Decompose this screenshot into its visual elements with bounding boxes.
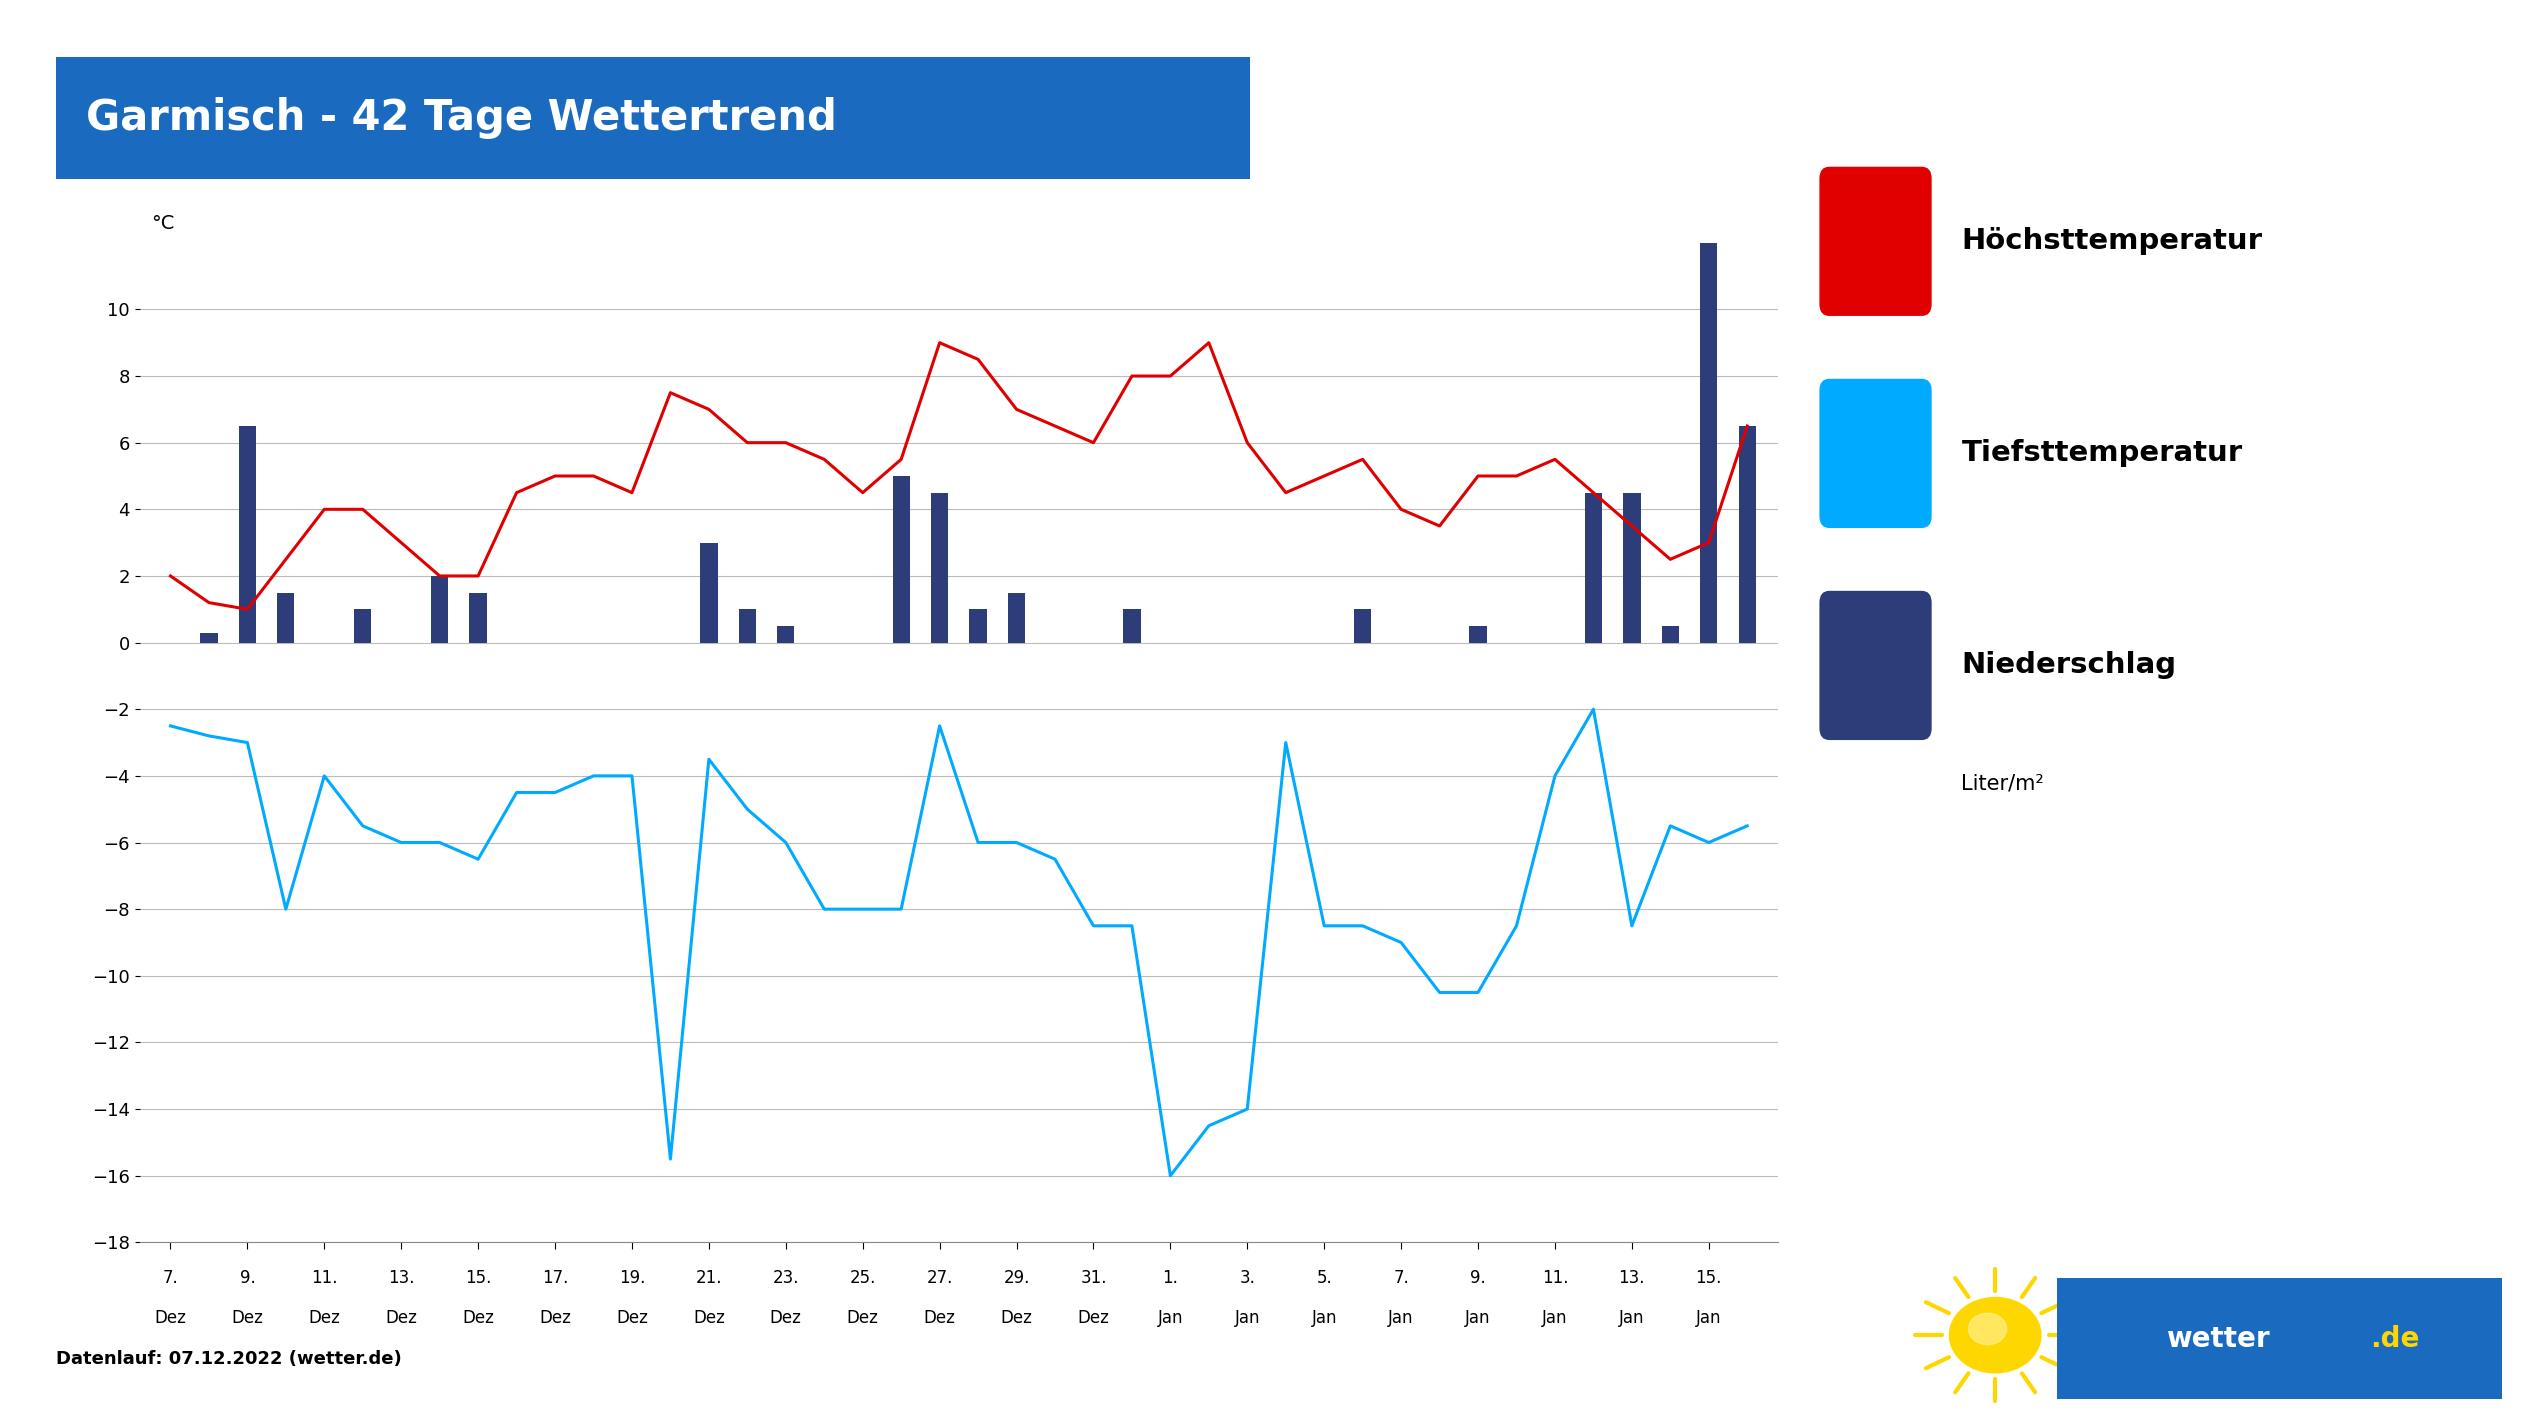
- Text: Jan: Jan: [1311, 1309, 1336, 1327]
- Text: Dez: Dez: [925, 1309, 955, 1327]
- Bar: [1699, 0, 1717, 643]
- Bar: [932, 493, 947, 643]
- Text: 7.: 7.: [1394, 1269, 1410, 1287]
- Text: Jan: Jan: [1389, 1309, 1415, 1327]
- Bar: [353, 610, 371, 643]
- Bar: [432, 575, 450, 643]
- Text: 17.: 17.: [541, 1269, 569, 1287]
- Text: Dez: Dez: [1077, 1309, 1110, 1327]
- Bar: [201, 633, 218, 643]
- Text: 27.: 27.: [927, 1269, 952, 1287]
- FancyBboxPatch shape: [1819, 167, 1930, 316]
- Bar: [701, 543, 716, 643]
- Text: 9.: 9.: [1471, 1269, 1486, 1287]
- Text: Datenlauf: 07.12.2022 (wetter.de): Datenlauf: 07.12.2022 (wetter.de): [56, 1349, 401, 1368]
- Bar: [470, 593, 488, 643]
- Text: 11.: 11.: [1542, 1269, 1567, 1287]
- FancyBboxPatch shape: [8, 53, 1298, 183]
- Bar: [277, 593, 295, 643]
- Text: Tiefsttemperatur: Tiefsttemperatur: [1961, 440, 2243, 467]
- Text: 23.: 23.: [772, 1269, 800, 1287]
- Text: Jan: Jan: [1158, 1309, 1184, 1327]
- Bar: [777, 625, 795, 643]
- Text: Dez: Dez: [462, 1309, 495, 1327]
- Text: Jan: Jan: [1618, 1309, 1643, 1327]
- Bar: [1737, 426, 1755, 643]
- Text: 19.: 19.: [620, 1269, 645, 1287]
- Text: 1.: 1.: [1163, 1269, 1179, 1287]
- Text: 7.: 7.: [163, 1269, 178, 1287]
- FancyBboxPatch shape: [1819, 591, 1930, 740]
- Text: 15.: 15.: [465, 1269, 490, 1287]
- Text: Dez: Dez: [231, 1309, 264, 1327]
- Text: 11.: 11.: [310, 1269, 338, 1287]
- Text: Dez: Dez: [538, 1309, 572, 1327]
- Circle shape: [1968, 1314, 2007, 1345]
- Bar: [970, 610, 986, 643]
- Bar: [892, 476, 909, 643]
- Bar: [1661, 625, 1679, 643]
- Bar: [1008, 593, 1026, 643]
- Text: 3.: 3.: [1240, 1269, 1255, 1287]
- Text: °C: °C: [152, 214, 175, 233]
- Text: Dez: Dez: [307, 1309, 340, 1327]
- Text: 25.: 25.: [848, 1269, 876, 1287]
- Text: Jan: Jan: [1234, 1309, 1260, 1327]
- Text: Dez: Dez: [846, 1309, 879, 1327]
- Text: Garmisch - 42 Tage Wettertrend: Garmisch - 42 Tage Wettertrend: [86, 97, 836, 139]
- Circle shape: [1951, 1298, 2042, 1372]
- Text: Liter/m²: Liter/m²: [1961, 773, 2045, 794]
- Text: Jan: Jan: [1697, 1309, 1722, 1327]
- Bar: [1123, 610, 1140, 643]
- Text: Dez: Dez: [617, 1309, 648, 1327]
- Text: 5.: 5.: [1316, 1269, 1331, 1287]
- FancyBboxPatch shape: [1819, 378, 1930, 528]
- Bar: [1354, 610, 1372, 643]
- Text: Dez: Dez: [386, 1309, 417, 1327]
- Text: 21.: 21.: [696, 1269, 721, 1287]
- Text: Dez: Dez: [693, 1309, 724, 1327]
- Text: 15.: 15.: [1697, 1269, 1722, 1287]
- Text: Niederschlag: Niederschlag: [1961, 651, 2177, 680]
- Bar: [1468, 625, 1486, 643]
- Bar: [239, 426, 257, 643]
- Bar: [1623, 493, 1641, 643]
- Bar: [1585, 493, 1603, 643]
- Text: 31.: 31.: [1080, 1269, 1107, 1287]
- Text: Jan: Jan: [1542, 1309, 1567, 1327]
- FancyBboxPatch shape: [2022, 1268, 2537, 1409]
- Text: Höchsttemperatur: Höchsttemperatur: [1961, 227, 2263, 256]
- Text: 13.: 13.: [1618, 1269, 1646, 1287]
- Text: wetter: wetter: [2167, 1325, 2268, 1352]
- Text: Jan: Jan: [1466, 1309, 1491, 1327]
- Text: 29.: 29.: [1003, 1269, 1029, 1287]
- Text: Dez: Dez: [1001, 1309, 1031, 1327]
- Text: .de: .de: [2370, 1325, 2421, 1352]
- Text: 9.: 9.: [239, 1269, 254, 1287]
- Text: Dez: Dez: [770, 1309, 803, 1327]
- Text: Dez: Dez: [155, 1309, 185, 1327]
- Text: 13.: 13.: [389, 1269, 414, 1287]
- Bar: [739, 610, 757, 643]
